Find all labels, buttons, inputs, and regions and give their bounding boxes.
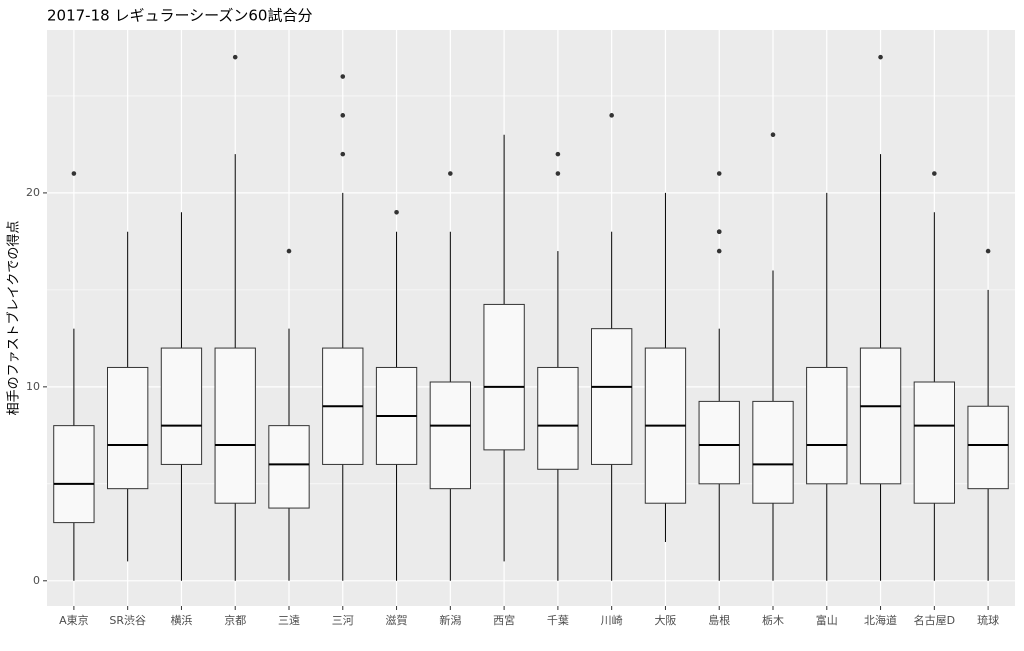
chart-title: 2017-18 レギュラーシーズン60試合分 (47, 7, 312, 25)
box (53, 425, 95, 524)
box (967, 405, 1009, 490)
x-tick-label: 千葉 (547, 613, 569, 627)
x-tick-label: 京都 (224, 613, 246, 627)
x-tick-label: SR渋谷 (109, 614, 146, 627)
outlier (555, 151, 561, 157)
outlier (716, 171, 722, 176)
box (698, 400, 740, 485)
outlier (770, 132, 776, 138)
box (591, 328, 633, 465)
box (483, 303, 525, 451)
y-tick-label: 20 (26, 186, 40, 199)
box (859, 347, 902, 485)
box (160, 347, 203, 465)
box (913, 381, 956, 504)
x-tick-label: 島根 (708, 613, 730, 627)
x-tick-label: 新潟 (439, 613, 461, 627)
outlier (340, 113, 346, 118)
box (537, 366, 579, 470)
outlier (878, 54, 883, 60)
outlier (609, 113, 614, 118)
box (806, 366, 848, 485)
y-axis-title: 相手のファストブレイクでの得点 (6, 221, 22, 416)
x-tick-label: 富山 (816, 613, 838, 627)
x-tick-label: 川崎 (601, 613, 623, 627)
outlier (985, 248, 991, 254)
outlier (286, 248, 292, 254)
outlier (394, 210, 399, 215)
outlier (716, 248, 722, 254)
y-tick-label: 10 (26, 380, 40, 393)
x-tick-label: 名古屋D (914, 613, 955, 627)
outlier (340, 74, 346, 79)
x-tick-label: 琉球 (977, 613, 999, 627)
plot-panel (47, 30, 1015, 606)
box (429, 381, 471, 490)
outlier (71, 171, 77, 176)
box (107, 366, 149, 490)
outlier (716, 229, 722, 234)
box (268, 425, 310, 509)
box (752, 400, 794, 504)
x-tick-label: 北海道 (864, 613, 897, 627)
outlier (232, 54, 238, 60)
outlier (555, 171, 561, 176)
x-tick-label: 栃木 (762, 613, 784, 627)
x-tick-label: 西宮 (493, 613, 515, 627)
x-tick-label: 滋賀 (386, 614, 408, 627)
outlier (932, 171, 937, 176)
x-tick-label: 大阪 (654, 613, 676, 627)
x-tick-label: 三遠 (278, 614, 300, 627)
outlier (448, 171, 453, 176)
y-tick-label: 0 (33, 574, 40, 587)
outlier (340, 151, 346, 157)
box (214, 347, 256, 504)
x-tick-label: A東京 (59, 613, 89, 627)
x-tick-label: 横浜 (170, 613, 192, 627)
x-tick-label: 三河 (332, 614, 354, 627)
